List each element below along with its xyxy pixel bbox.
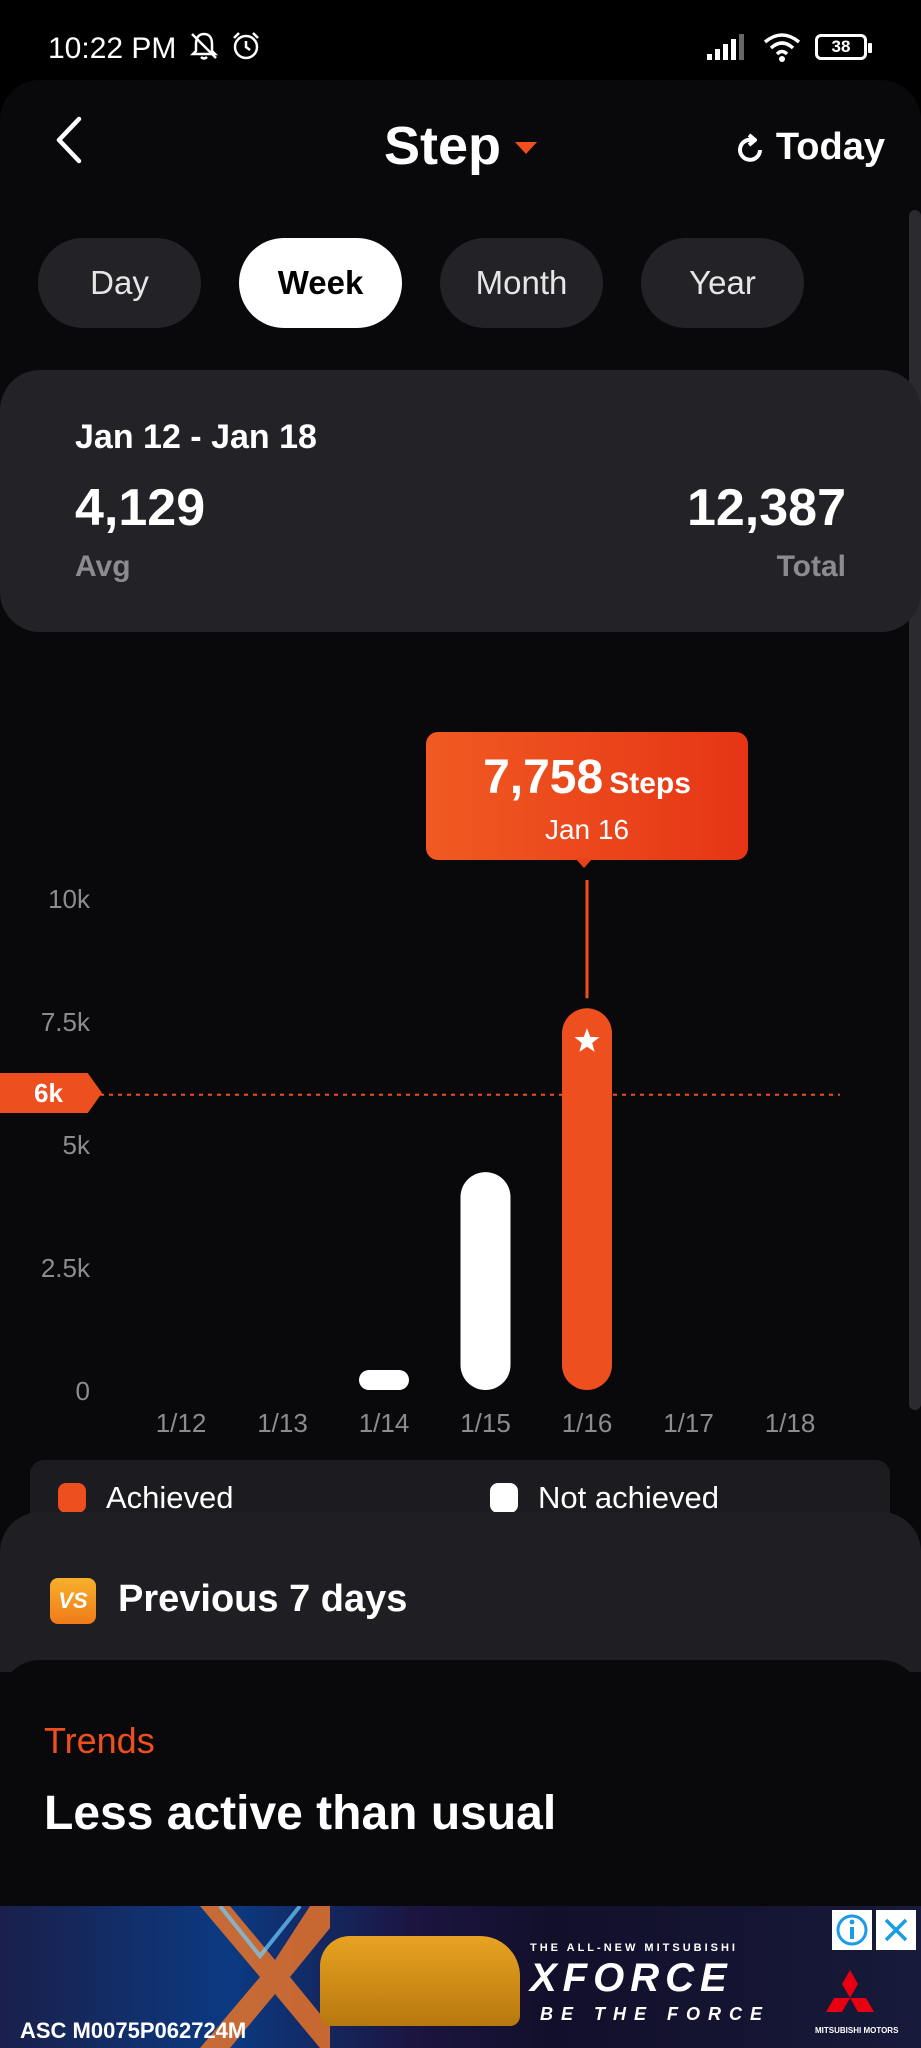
back-button[interactable] xyxy=(44,110,94,170)
header: Step Today xyxy=(0,80,921,210)
avg-value: 4,129 xyxy=(75,479,206,537)
trends-text: Less active than usual xyxy=(44,1787,557,1840)
chart-svg: 0 2.5k 5k 7.5k 10k 1/12 1/13 1/14 1/15 1/16 1/17 1/… xyxy=(41,880,840,1438)
x-tick-label: 1/18 xyxy=(765,1408,816,1438)
tooltip-pointer xyxy=(575,858,593,868)
period-tabs: Day Week Month Year xyxy=(38,238,804,328)
x-tick-label: 1/15 xyxy=(460,1408,511,1438)
ad-close-button[interactable] xyxy=(876,1910,916,1950)
page-title: Step xyxy=(383,116,502,176)
x-tick-label: 1/13 xyxy=(257,1408,308,1438)
goal-badge: 6k xyxy=(0,1073,102,1113)
info-icon xyxy=(836,1914,868,1946)
refresh-icon xyxy=(737,132,762,162)
tooltip-date: Jan 16 xyxy=(544,814,630,845)
date-range: Jan 12 - Jan 18 xyxy=(75,418,317,456)
tab-month[interactable]: Month xyxy=(440,238,603,328)
chart-bar xyxy=(562,1008,612,1390)
bell-off-icon xyxy=(189,32,219,60)
ad-car-image xyxy=(320,1936,520,2026)
x-tick-label: 1/17 xyxy=(663,1408,714,1438)
total-label: Total xyxy=(776,550,846,583)
tooltip-value: 7,758 xyxy=(483,751,604,804)
chart-bar xyxy=(460,1172,511,1390)
compare-label: Previous 7 days xyxy=(118,1578,408,1620)
chart-bar xyxy=(359,1370,409,1390)
close-icon xyxy=(884,1918,908,1942)
tab-week[interactable]: Week xyxy=(239,238,402,328)
status-time: 10:22 PM xyxy=(48,32,177,65)
achieved-swatch xyxy=(58,1483,86,1513)
battery-indicator: 38 xyxy=(815,34,872,60)
ad-info-button[interactable] xyxy=(832,1910,872,1950)
ad-brand: XFORCE xyxy=(530,1956,733,2000)
ad-code: ASC M0075P062724M xyxy=(20,2018,247,2043)
star-icon xyxy=(574,1028,600,1052)
ad-tagline-top: THE ALL-NEW MITSUBISHI xyxy=(530,1942,738,1954)
status-bar: 10:22 PM 38 xyxy=(0,0,921,80)
title-dropdown[interactable]: Step xyxy=(0,115,921,177)
today-button[interactable]: Today xyxy=(736,126,885,169)
alarm-icon xyxy=(233,32,259,60)
compare-card[interactable]: VS Previous 7 days xyxy=(0,1512,921,1672)
y-tick-label: 10k xyxy=(48,884,91,914)
ad-logo-text: MITSUBISHI MOTORS xyxy=(815,2026,899,2035)
x-tick-label: 1/14 xyxy=(359,1408,410,1438)
tab-day[interactable]: Day xyxy=(38,238,201,328)
legend-not-achieved-label: Not achieved xyxy=(538,1480,719,1515)
legend-not-achieved: Not achieved xyxy=(490,1480,719,1516)
today-label: Today xyxy=(775,126,885,168)
trends-label: Trends xyxy=(44,1720,155,1761)
caret-down-icon xyxy=(515,142,538,154)
back-arrow-icon xyxy=(56,116,82,164)
chart-tooltip: 7,758 Steps Jan 16 xyxy=(426,732,748,860)
mitsubishi-logo-icon xyxy=(826,1970,874,2012)
summary-card: Jan 12 - Jan 18 4,129 Avg 12,387 Total xyxy=(0,370,921,632)
y-tick-label: 0 xyxy=(76,1376,90,1406)
legend-achieved: Achieved xyxy=(58,1480,234,1516)
ad-banner[interactable]: THE ALL-NEW MITSUBISHI XFORCE BE THE FOR… xyxy=(0,1906,921,2048)
app-screen: Step Today Day Week Month Year Jan 12 - … xyxy=(0,80,921,1968)
vs-icon: VS xyxy=(50,1578,96,1624)
tab-year[interactable]: Year xyxy=(641,238,804,328)
y-tick-label: 5k xyxy=(63,1130,91,1160)
not-achieved-swatch xyxy=(490,1483,518,1513)
avg-label: Avg xyxy=(75,550,131,583)
ad-tagline-bottom: BE THE FORCE xyxy=(540,2004,771,2024)
x-tick-label: 1/12 xyxy=(156,1408,207,1438)
x-tick-label: 1/16 xyxy=(562,1408,613,1438)
total-value: 12,387 xyxy=(686,479,846,537)
ad-x-graphic xyxy=(200,1906,330,2048)
signal-icon xyxy=(707,34,744,60)
y-tick-label: 7.5k xyxy=(41,1007,91,1037)
steps-chart: 0 2.5k 5k 7.5k 10k 1/12 1/13 1/14 1/15 1/16 1/17 1/… xyxy=(0,640,921,1460)
wifi-icon xyxy=(763,33,801,62)
y-tick-label: 2.5k xyxy=(41,1253,91,1283)
legend-achieved-label: Achieved xyxy=(106,1480,234,1515)
tooltip-unit: Steps xyxy=(609,767,691,800)
